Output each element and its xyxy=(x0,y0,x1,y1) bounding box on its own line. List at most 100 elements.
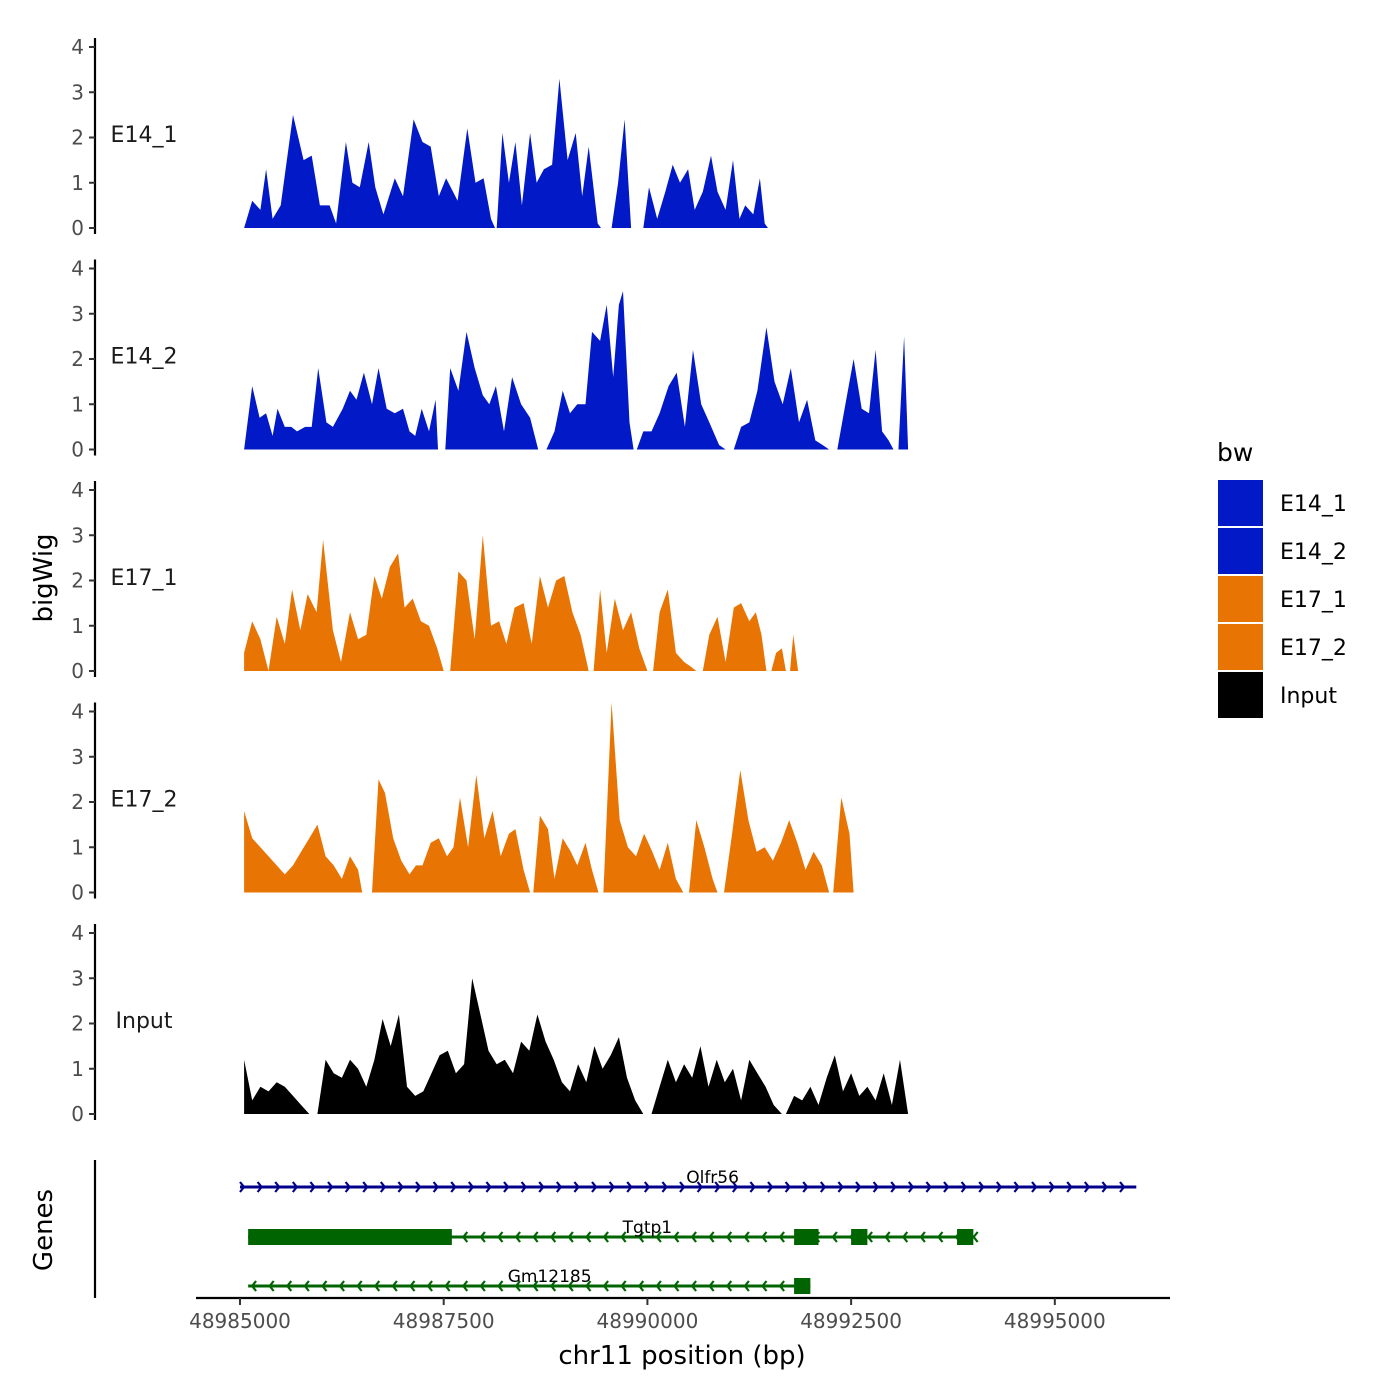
y-tick-label: 2 xyxy=(71,790,84,814)
strand-arrow xyxy=(549,1280,557,1292)
strand-arrow xyxy=(679,1181,686,1193)
strand-arrow xyxy=(637,1231,645,1243)
strand-arrow xyxy=(485,1181,492,1193)
track-Input: 0 1 2 3 4 Input xyxy=(71,921,909,1126)
strand-arrow xyxy=(303,1280,310,1292)
coverage-area-E17_1 xyxy=(244,539,444,671)
coverage-area-E14_1 xyxy=(244,114,495,228)
strand-arrow xyxy=(831,1231,838,1243)
strand-arrow xyxy=(291,1181,299,1193)
strand-arrow xyxy=(379,1181,387,1193)
strand-arrow xyxy=(426,1280,433,1292)
gene-label: Gm12185 xyxy=(508,1267,592,1287)
strand-arrow xyxy=(532,1231,539,1243)
strand-arrow xyxy=(696,1181,704,1193)
strand-arrow xyxy=(1031,1181,1038,1193)
gene-exon xyxy=(957,1229,974,1245)
strand-arrow xyxy=(714,1181,721,1193)
strand-arrow xyxy=(520,1181,528,1193)
legend-swatch-E17_1 xyxy=(1218,576,1263,622)
track-label: E17_2 xyxy=(111,788,178,813)
strand-arrow xyxy=(855,1181,862,1193)
y-tick-label: 0 xyxy=(71,659,84,683)
coverage-area-E14_2 xyxy=(898,336,909,450)
strand-arrow xyxy=(743,1280,750,1292)
strand-arrow xyxy=(643,1181,651,1193)
y-tick-label: 3 xyxy=(71,523,84,547)
track-label: Input xyxy=(116,1009,173,1034)
strand-arrow xyxy=(444,1280,451,1292)
gene-exon xyxy=(794,1278,811,1294)
strand-arrow xyxy=(555,1181,563,1193)
legend-label: E17_2 xyxy=(1280,636,1347,661)
track-panels: 0 1 2 3 4 E14_1 0 1 2 3 4 E14_2 0 1 2 3 4 E17_1 0 1 2 3 4 E17_2… xyxy=(71,35,909,1126)
strand-arrow xyxy=(497,1231,504,1243)
strand-arrow xyxy=(943,1181,950,1193)
strand-arrow xyxy=(960,1181,968,1193)
gene-exon xyxy=(851,1229,868,1245)
strand-arrow xyxy=(767,1181,774,1193)
y-tick-label: 4 xyxy=(71,257,84,281)
strand-arrow xyxy=(784,1181,792,1193)
y-tick-label: 4 xyxy=(71,478,84,502)
strand-arrow xyxy=(514,1231,521,1243)
strand-arrow xyxy=(725,1231,733,1243)
x-tick-label: 48985000 xyxy=(189,1309,291,1333)
legend-label: E14_1 xyxy=(1280,492,1347,517)
coverage-area-E14_2 xyxy=(636,349,726,450)
coverage-area-E17_1 xyxy=(450,535,589,671)
strand-arrow xyxy=(725,1280,733,1292)
genes-track-title: Genes xyxy=(29,1189,59,1271)
strand-arrow xyxy=(585,1280,592,1292)
strand-arrow xyxy=(1013,1181,1020,1193)
track-E14_2: 0 1 2 3 4 E14_2 xyxy=(71,257,909,462)
y-tick-label: 0 xyxy=(71,881,84,905)
gene-Olfr56: Olfr56 xyxy=(239,1168,1137,1193)
strand-arrow xyxy=(925,1181,932,1193)
track-E14_1: 0 1 2 3 4 E14_1 xyxy=(71,35,768,240)
strand-arrow xyxy=(344,1181,352,1193)
y-tick-label: 3 xyxy=(71,966,84,990)
track-label: E17_1 xyxy=(111,566,178,591)
strand-arrow xyxy=(901,1231,909,1243)
strand-arrow xyxy=(503,1181,510,1193)
strand-arrow xyxy=(250,1280,257,1292)
strand-arrow xyxy=(749,1181,756,1193)
strand-arrow xyxy=(655,1280,662,1292)
strand-arrow xyxy=(573,1181,580,1193)
y-tick-label: 2 xyxy=(71,347,84,371)
legend-swatch-E14_1 xyxy=(1218,480,1263,526)
coverage-area-E17_2 xyxy=(833,797,854,893)
x-tick-label: 48995000 xyxy=(1004,1309,1106,1333)
y-tick-label: 1 xyxy=(71,1057,84,1081)
x-tick-label: 48987500 xyxy=(393,1309,495,1333)
x-tick-label: 48990000 xyxy=(597,1309,699,1333)
strand-arrow xyxy=(708,1280,715,1292)
strand-arrow xyxy=(602,1280,609,1292)
strand-arrow xyxy=(538,1181,545,1193)
genes-track: Olfr56 Tgtp1 Gm12185 xyxy=(93,1160,1137,1298)
strand-arrow xyxy=(274,1181,281,1193)
coverage-area-Input xyxy=(317,978,644,1114)
legend-swatch-E17_2 xyxy=(1218,624,1263,670)
track-label: E14_1 xyxy=(111,123,178,148)
coverage-area-Input xyxy=(244,1059,310,1114)
y-tick-label: 3 xyxy=(71,80,84,104)
gene-Gm12185: Gm12185 xyxy=(248,1267,811,1294)
strand-arrow xyxy=(690,1231,697,1243)
legend-swatch-E14_2 xyxy=(1218,528,1263,574)
strand-arrow xyxy=(819,1181,827,1193)
strand-arrow xyxy=(661,1181,668,1193)
strand-arrow xyxy=(1101,1181,1108,1193)
y-tick-label: 2 xyxy=(71,569,84,593)
strand-arrow xyxy=(602,1231,609,1243)
legend-swatch-Input xyxy=(1218,672,1263,718)
y-tick-label: 3 xyxy=(71,302,84,326)
y-tick-label: 1 xyxy=(71,835,84,859)
strand-arrow xyxy=(285,1280,293,1292)
strand-arrow xyxy=(585,1231,592,1243)
strand-arrow xyxy=(514,1280,521,1292)
coverage-area-E17_2 xyxy=(533,815,599,893)
strand-arrow xyxy=(620,1231,627,1243)
coverage-area-E17_2 xyxy=(689,820,718,893)
